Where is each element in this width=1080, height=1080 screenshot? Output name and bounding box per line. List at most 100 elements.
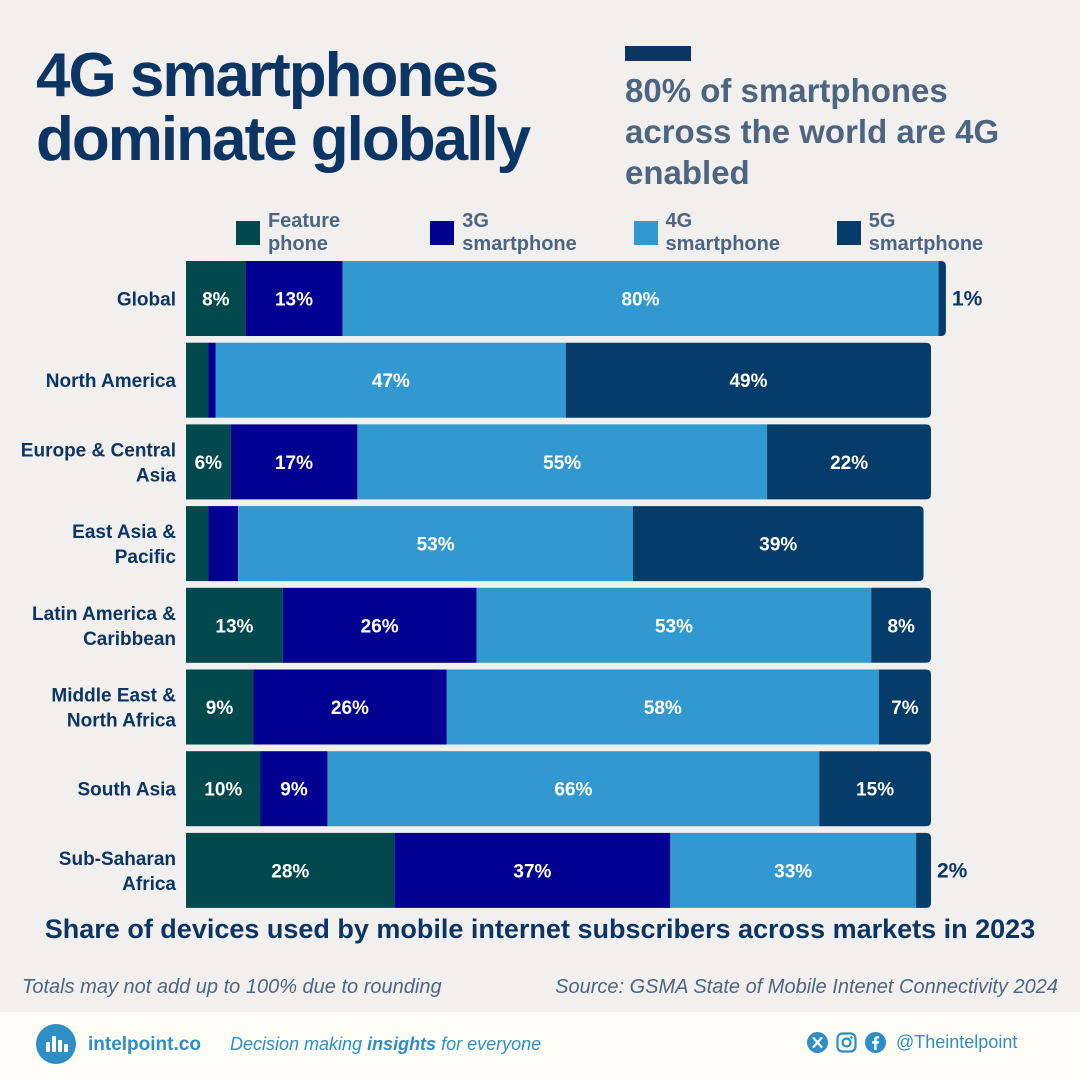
legend-swatch	[836, 221, 861, 245]
bar-segment-north-america-4g-smartphone	[215, 342, 567, 418]
source-note: Source: GSMA State of Mobile Intenet Con…	[555, 976, 1058, 998]
x-icon[interactable]	[807, 1032, 828, 1053]
bar-segment-global-feature-phone	[186, 261, 246, 336]
legend-item-5g-smartphone: 5G smartphone	[836, 210, 1015, 256]
legend-swatch	[236, 221, 260, 245]
data-label-global-feature-phone: 8%	[202, 290, 230, 311]
bar-segment-south-asia-feature-phone	[186, 751, 261, 827]
callout-accent-bar	[625, 46, 691, 61]
bar-segment-europe-and-central-asia-feature-phone	[186, 424, 231, 500]
legend-swatch	[633, 221, 658, 245]
category-label-global: Global	[117, 290, 176, 311]
category-label-east-asia-and-pacific: East Asia & Pacific	[72, 522, 176, 568]
data-label-east-asia-and-pacific-5g-smartphone: 39%	[759, 535, 797, 556]
legend-label: 4G smartphone	[665, 210, 780, 255]
legend-swatch	[430, 221, 455, 245]
bar-segment-north-america-3g-smartphone	[208, 342, 216, 418]
category-label-europe-and-central-asia: Europe & Central Asia	[21, 440, 177, 486]
data-label-north-america-4g-smartphone: 47%	[372, 371, 410, 392]
data-label-south-asia-feature-phone: 10%	[204, 780, 242, 801]
chart-legend: Feature phone 3G smartphone 4G smartphon…	[236, 210, 1040, 255]
bar-segment-sub-saharan-africa-3g-smartphone	[394, 832, 671, 908]
bar-segment-north-america-5g-smartphone	[565, 342, 931, 418]
legend-item-4g-smartphone: 4G smartphone	[633, 210, 812, 256]
legend-item-3g-smartphone: 3G smartphone	[430, 210, 608, 256]
data-label-global-4g-smartphone: 80%	[621, 290, 659, 311]
data-label-sub-saharan-africa-3g-smartphone: 37%	[513, 861, 551, 882]
data-label-latin-america-and-caribbean-5g-smartphone: 8%	[887, 616, 915, 637]
bar-segment-east-asia-and-pacific-4g-smartphone	[238, 506, 634, 582]
category-label-sub-saharan-africa: Sub-Saharan Africa	[59, 849, 177, 895]
bar-segment-sub-saharan-africa-4g-smartphone	[670, 832, 917, 908]
bar-segment-europe-and-central-asia-3g-smartphone	[230, 424, 358, 500]
data-label-europe-and-central-asia-feature-phone: 6%	[195, 453, 223, 474]
bar-segment-sub-saharan-africa-5g-smartphone	[916, 832, 931, 908]
bar-segment-global-3g-smartphone	[245, 261, 343, 336]
footer-bar: intelpoint.co Decision making insights f…	[0, 1012, 1080, 1080]
page-title: 4G smartphones dominate globally	[36, 41, 531, 174]
data-label-north-america-5g-smartphone: 49%	[729, 371, 767, 392]
bar-segment-east-asia-and-pacific-3g-smartphone	[208, 506, 239, 582]
intelpoint-logo-icon	[36, 1024, 76, 1064]
legend-label: 3G smartphone	[462, 210, 577, 255]
tagline: Decision making insights for everyone	[230, 1034, 541, 1055]
bar-segment-middle-east-and-north-africa-4g-smartphone	[446, 669, 879, 745]
data-label-global-3g-smartphone: 13%	[275, 290, 313, 311]
legend-item-feature-phone: Feature phone	[236, 210, 405, 256]
bar-segment-south-asia-5g-smartphone	[819, 751, 931, 827]
bar-segment-global-4g-smartphone	[342, 261, 939, 336]
stacked-bar-chart: Global 8% 13% 80% 1% North America 47% 49% Europ…	[21, 261, 983, 908]
data-label-latin-america-and-caribbean-4g-smartphone: 53%	[655, 616, 693, 637]
data-label-south-asia-4g-smartphone: 66%	[554, 780, 592, 801]
legend-label: 5G smartphone	[868, 210, 984, 255]
callout-text: 80% of smartphones across the world are …	[625, 72, 1000, 191]
bar-segment-middle-east-and-north-africa-feature-phone	[186, 669, 253, 745]
bar-segment-north-america-feature-phone	[186, 342, 209, 418]
data-label-latin-america-and-caribbean-3g-smartphone: 26%	[361, 616, 399, 637]
tagline-end: for everyone	[436, 1034, 542, 1054]
data-label-middle-east-and-north-africa-5g-smartphone: 7%	[891, 698, 919, 719]
bar-segment-europe-and-central-asia-4g-smartphone	[357, 424, 768, 500]
data-label-sub-saharan-africa-feature-phone: 28%	[271, 861, 309, 882]
category-label-south-asia: South Asia	[77, 780, 176, 801]
data-label-south-asia-3g-smartphone: 9%	[280, 780, 308, 801]
data-label-east-asia-and-pacific-4g-smartphone: 53%	[417, 535, 455, 556]
category-label-north-america: North America	[46, 371, 177, 392]
bar-segment-south-asia-4g-smartphone	[327, 751, 820, 827]
bar-segment-sub-saharan-africa-feature-phone	[186, 832, 395, 908]
data-label-south-asia-5g-smartphone: 15%	[856, 780, 894, 801]
bar-segment-latin-america-and-caribbean-feature-phone	[186, 587, 283, 663]
bar-segment-latin-america-and-caribbean-4g-smartphone	[476, 587, 872, 663]
data-label-europe-and-central-asia-5g-smartphone: 22%	[830, 453, 868, 474]
bar-segment-latin-america-and-caribbean-3g-smartphone	[282, 587, 477, 663]
brand-link[interactable]: intelpoint.co	[88, 1034, 201, 1055]
bar-segment-global-5g-smartphone	[938, 261, 946, 336]
instagram-icon[interactable]	[836, 1032, 857, 1053]
data-label-sub-saharan-africa-4g-smartphone: 33%	[774, 861, 812, 882]
data-label-middle-east-and-north-africa-3g-smartphone: 26%	[331, 698, 369, 719]
tagline-emphasis: insights	[367, 1034, 437, 1054]
bar-segment-east-asia-and-pacific-5g-smartphone	[633, 506, 924, 582]
bar-segment-latin-america-and-caribbean-5g-smartphone	[871, 587, 931, 663]
bar-segment-europe-and-central-asia-5g-smartphone	[767, 424, 931, 500]
chart-title: Share of devices used by mobile internet…	[44, 914, 1036, 944]
bar-segment-middle-east-and-north-africa-5g-smartphone	[878, 669, 931, 745]
facebook-icon[interactable]	[865, 1032, 886, 1053]
social-handle[interactable]: @Theintelpoint	[896, 1032, 1018, 1052]
rounding-note: Totals may not add up to 100% due to rou…	[22, 976, 442, 998]
tagline-start: Decision making	[230, 1034, 368, 1054]
category-label-latin-america-and-caribbean: Latin America & Caribbean	[32, 604, 176, 650]
data-label-global-5g-smartphone: 1%	[952, 288, 983, 311]
legend-label: Feature phone	[267, 210, 341, 255]
data-label-europe-and-central-asia-3g-smartphone: 17%	[275, 453, 313, 474]
bar-segment-east-asia-and-pacific-feature-phone	[186, 506, 209, 582]
data-label-europe-and-central-asia-4g-smartphone: 55%	[543, 453, 581, 474]
data-label-middle-east-and-north-africa-feature-phone: 9%	[206, 698, 234, 719]
data-label-sub-saharan-africa-5g-smartphone: 2%	[937, 859, 968, 882]
social-links: @Theintelpoint	[807, 1032, 1017, 1053]
data-label-middle-east-and-north-africa-4g-smartphone: 58%	[644, 698, 682, 719]
bar-segment-south-asia-3g-smartphone	[260, 751, 328, 827]
category-label-middle-east-and-north-africa: Middle East & North Africa	[51, 686, 176, 732]
data-label-latin-america-and-caribbean-feature-phone: 13%	[215, 616, 253, 637]
bar-segment-middle-east-and-north-africa-3g-smartphone	[253, 669, 447, 745]
